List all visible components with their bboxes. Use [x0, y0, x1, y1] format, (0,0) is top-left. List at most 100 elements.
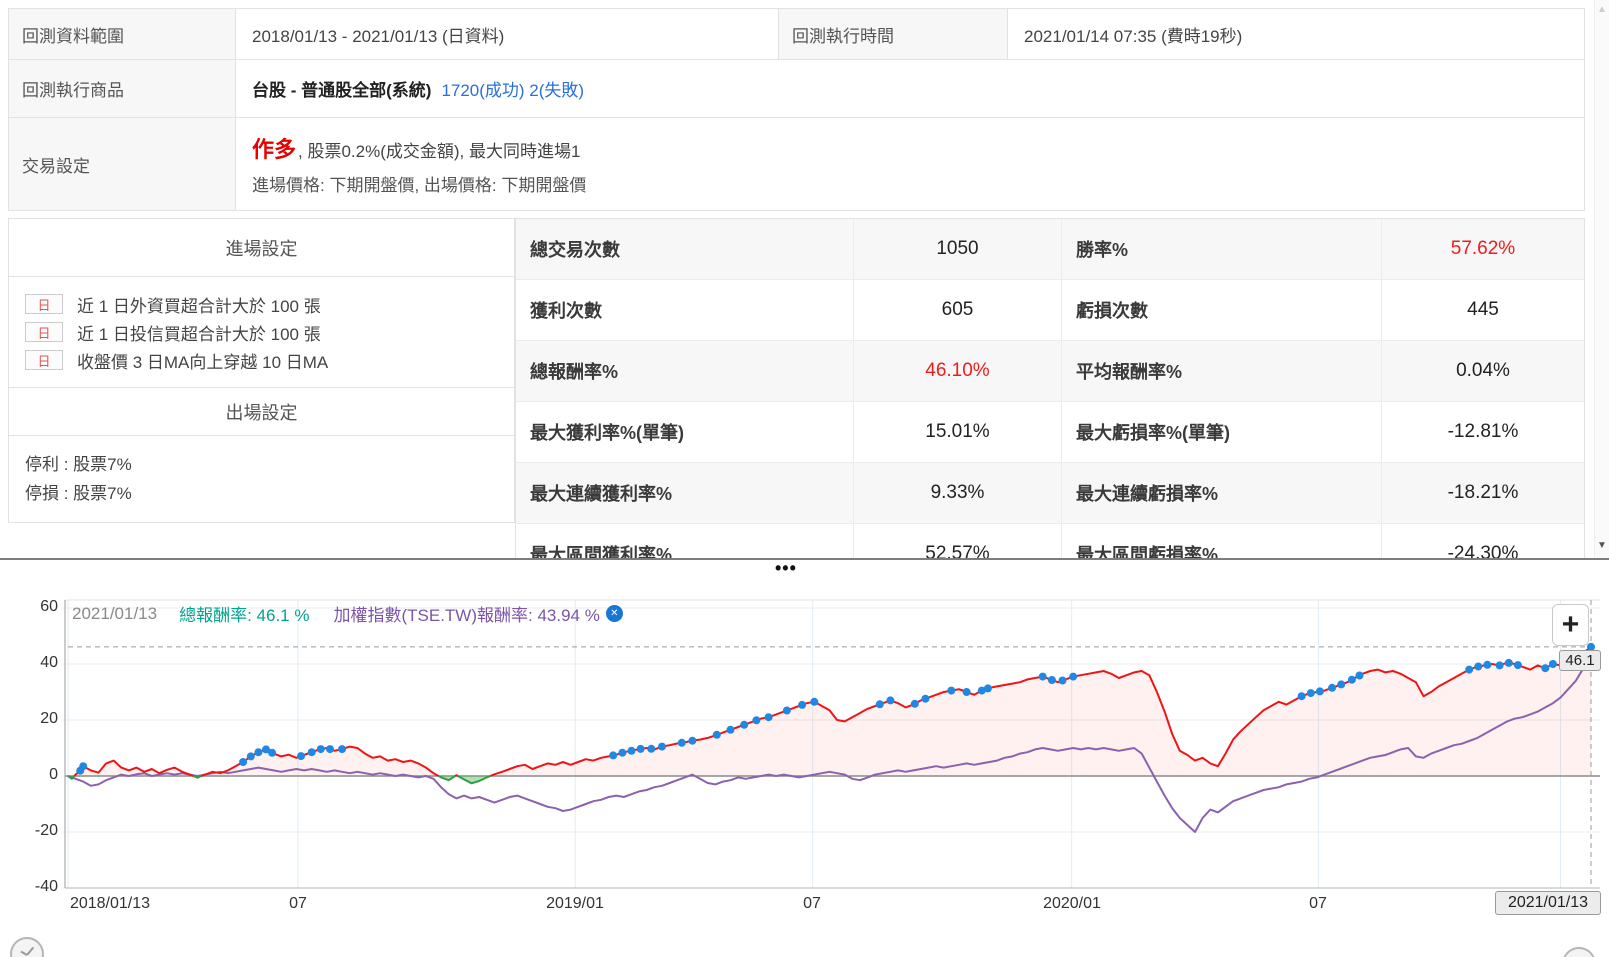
- chart-canvas[interactable]: [0, 580, 1609, 957]
- stat-value: -24.30%: [1447, 543, 1519, 558]
- scroll-up-icon[interactable]: ▲: [1597, 4, 1607, 15]
- trade-marker-dot: [326, 745, 334, 754]
- entry-condition-row: 日近 1 日外資買超合計大於 100 張: [25, 290, 514, 318]
- section-splitter[interactable]: •••: [0, 558, 1609, 580]
- stat-label: 勝率%: [1062, 219, 1382, 279]
- return-chart: 2021/01/13 總報酬率: 46.1 % 加權指數(TSE.TW)報酬率:…: [0, 580, 1609, 957]
- x-axis-tick: 2020/01: [1043, 895, 1101, 912]
- trade-marker-dot: [1548, 660, 1557, 668]
- report-top-section: 回測資料範圍 2018/01/13 - 2021/01/13 (日資料) 回測執…: [8, 0, 1609, 558]
- stat-value: 52.57%: [854, 524, 1062, 558]
- stats-row: 總交易次數 1050 勝率% 57.62%: [516, 219, 1584, 280]
- strategy-line: [457, 775, 491, 785]
- stat-label: 虧損次數: [1062, 280, 1382, 340]
- trade-marker-dot: [268, 748, 277, 757]
- trade-marker-dot: [1495, 661, 1504, 670]
- trade-marker-dot: [1058, 676, 1067, 685]
- trade-marker-dot: [875, 700, 884, 709]
- y-axis-tick: 20: [40, 710, 58, 727]
- y-axis-tick: 0: [49, 766, 58, 783]
- stat-label: 最大連續虧損率%: [1062, 463, 1382, 523]
- strategy-line: [454, 774, 459, 777]
- y-axis-tick: 40: [40, 654, 58, 671]
- trade-marker-dot: [1541, 664, 1550, 673]
- stat-value: -18.21%: [1447, 482, 1519, 503]
- entry-condition-row: 日收盤價 3 日MA向上穿越 10 日MA: [25, 346, 514, 374]
- legend-strategy-return: 總報酬率: 46.1 %: [179, 606, 310, 625]
- trade-marker-dot: [977, 686, 986, 695]
- day-frequency-badge: 日: [25, 322, 63, 342]
- trade-marker-dot: [983, 684, 992, 693]
- y-axis-tick: -20: [34, 822, 58, 839]
- splitter-drag-handle-icon[interactable]: •••: [775, 558, 797, 578]
- legend-benchmark-return: 加權指數(TSE.TW)報酬率: 43.94 %: [333, 606, 600, 625]
- trade-marker-dot: [609, 751, 618, 760]
- info-label-trade-settings: 交易設定: [9, 118, 236, 210]
- remove-benchmark-icon[interactable]: ✕: [605, 605, 623, 622]
- trade-marker-dot: [1347, 675, 1356, 684]
- trade-marker-dot: [1504, 658, 1513, 667]
- stats-row: 獲利次數 605 虧損次數 445: [516, 280, 1584, 341]
- trade-marker-dot: [618, 748, 627, 757]
- condition-text: 近 1 日外資買超合計大於 100 張: [77, 296, 321, 316]
- stat-label: 最大連續獲利率%: [516, 463, 854, 523]
- trade-marker-dot: [1306, 689, 1315, 698]
- strategy-line: [192, 775, 202, 779]
- trade-marker-dot: [297, 752, 305, 761]
- entry-settings-header: 進場設定: [9, 219, 514, 277]
- x-axis-tick: 2018/01/13: [69, 895, 151, 912]
- stat-label: 總交易次數: [516, 219, 854, 279]
- trade-marker-dot: [962, 688, 971, 696]
- info-row: 回測資料範圍 2018/01/13 - 2021/01/13 (日資料) 回測執…: [9, 9, 1584, 60]
- scroll-down-icon[interactable]: ▼: [1597, 540, 1607, 551]
- trade-marker-dot: [688, 736, 697, 745]
- exit-settings-header: 出場設定: [9, 387, 514, 436]
- x-axis-tick: 07: [289, 895, 307, 912]
- exit-settings-body: 停利 : 股票7% 停損 : 股票7%: [9, 436, 514, 522]
- stat-value: 15.01%: [854, 402, 1062, 462]
- stop-loss-setting: 停損 : 股票7%: [25, 484, 132, 503]
- trade-marker-dot: [627, 746, 636, 755]
- trade-marker-dot: [752, 716, 761, 725]
- trade-marker-dot: [886, 696, 895, 705]
- trade-marker-dot: [338, 745, 347, 754]
- trade-marker-dot: [658, 742, 666, 751]
- trade-marker-dot: [764, 713, 773, 722]
- trade-marker-dot: [239, 758, 248, 766]
- strategy-line: [67, 775, 76, 780]
- info-label-date-range: 回測資料範圍: [9, 9, 236, 59]
- stat-label: 獲利次數: [516, 280, 854, 340]
- last-value-badge: 46.1: [1559, 650, 1601, 671]
- result-count-link[interactable]: 1720(成功) 2(失敗): [441, 81, 585, 100]
- y-axis-tick: 60: [40, 598, 58, 615]
- trade-marker-dot: [677, 738, 686, 747]
- trade-marker-dot: [1047, 676, 1056, 684]
- trade-marker-dot: [1315, 687, 1324, 696]
- stat-value: 46.10%: [854, 341, 1062, 401]
- vertical-scrollbar[interactable]: ▲ ▼: [1594, 0, 1609, 558]
- stat-value: 57.62%: [1450, 238, 1516, 259]
- trade-marker-dot: [947, 686, 956, 695]
- trade-marker-dot: [1297, 692, 1306, 701]
- product-name: 台股 - 普通股全部(系統): [252, 81, 432, 100]
- stat-value: 9.33%: [854, 463, 1062, 523]
- stats-row: 最大連續獲利率% 9.33% 最大連續虧損率% -18.21%: [516, 463, 1584, 524]
- strategy-area-fill: [490, 646, 1591, 776]
- crosshair-date: 2021/01/13: [72, 603, 158, 623]
- condition-text: 近 1 日投信買超合計大於 100 張: [77, 324, 321, 344]
- benchmark-line: [67, 652, 1592, 833]
- entry-conditions-list: 日近 1 日外資買超合計大於 100 張日近 1 日投信買超合計大於 100 張…: [9, 277, 514, 387]
- chart-zoom-in-button[interactable]: +: [1552, 604, 1589, 646]
- stat-label: 最大獲利率%(單筆): [516, 402, 854, 462]
- stats-row: 總報酬率% 46.10% 平均報酬率% 0.04%: [516, 341, 1584, 402]
- y-axis-tick: -40: [34, 878, 58, 895]
- stat-value: 605: [854, 280, 1062, 340]
- info-value-date-range: 2018/01/13 - 2021/01/13 (日資料): [252, 26, 505, 46]
- trade-prices-text: 進場價格: 下期開盤價, 出場價格: 下期開盤價: [252, 176, 587, 195]
- trade-marker-dot: [798, 700, 807, 709]
- x-axis-tick: 2019/01: [546, 895, 604, 912]
- stat-label: 最大區間虧損率%: [1062, 524, 1382, 558]
- trade-marker-dot: [316, 745, 325, 754]
- x-axis-tick: 07: [803, 895, 821, 912]
